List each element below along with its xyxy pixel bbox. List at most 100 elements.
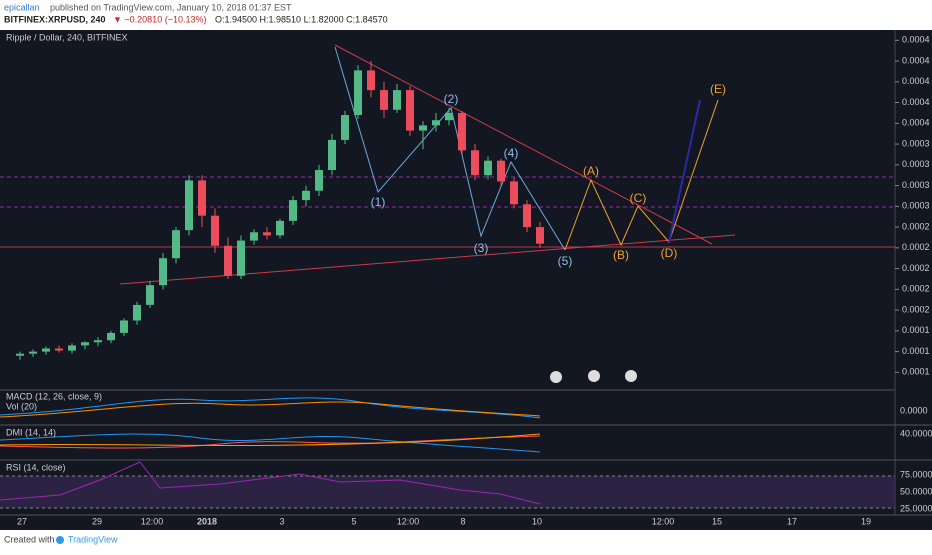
y-tick-label: 0.0003: [902, 138, 930, 148]
y-tick-label: 0.0002: [902, 304, 930, 314]
candle-body: [354, 70, 362, 116]
candle-body: [250, 232, 258, 241]
y-tick-label: 0.0002: [902, 242, 930, 252]
wave-label: (1): [371, 195, 386, 209]
macd-label: MACD (12, 26, close, 9): [6, 391, 102, 401]
candle-body: [471, 150, 479, 176]
footer-created: Created with: [4, 534, 55, 544]
rsi-tick: 75.0000: [900, 469, 932, 479]
y-tick-label: 0.0004: [902, 97, 930, 107]
candle-body: [315, 170, 323, 191]
adx-line: [0, 433, 541, 447]
candle-body: [29, 351, 37, 354]
trend-line: [334, 44, 713, 245]
wave-label: (4): [504, 146, 519, 160]
time-label: 17: [787, 516, 797, 526]
candle-body: [276, 220, 284, 236]
event-icon[interactable]: [625, 370, 637, 382]
wave-label: (5): [558, 254, 573, 268]
footer-bg: [0, 530, 932, 550]
trend-line: [119, 234, 736, 285]
candle-body: [211, 215, 219, 246]
wave-line: [334, 46, 566, 251]
author[interactable]: epicallan: [4, 2, 40, 12]
rsi-label: RSI (14, close): [6, 462, 66, 472]
candle-body: [263, 232, 271, 236]
candle-body: [224, 245, 232, 276]
rsi-tick: 50.0000: [900, 486, 932, 496]
candle-body: [120, 320, 128, 333]
vol-label: Vol (20): [6, 401, 37, 411]
wave-label: (E): [710, 82, 726, 96]
dmi-tick: 40.0000: [900, 428, 932, 438]
change: ▼ −0.20810 (−10.13%): [113, 14, 206, 24]
candle-body: [419, 125, 427, 131]
rsi-line: [0, 461, 541, 505]
candle-body: [497, 160, 505, 182]
candle-body: [289, 200, 297, 221]
ohlc: O:1.94500 H:1.98510 L:1.82000 C:1.84570: [215, 14, 388, 24]
wave-label: (D): [661, 246, 678, 260]
candle-body: [237, 240, 245, 276]
time-label: 19: [861, 516, 871, 526]
candle-body: [536, 227, 544, 244]
macd-line: [0, 397, 541, 419]
y-tick-label: 0.0004: [902, 35, 930, 45]
candle-body: [172, 230, 180, 259]
dmi-label: DMI (14, 14): [6, 427, 56, 437]
candle-body: [523, 204, 531, 228]
candle-body: [341, 115, 349, 140]
footer-brand[interactable]: TradingView: [68, 534, 118, 544]
candle-body: [302, 190, 310, 201]
time-label: 12:00: [397, 516, 420, 526]
time-label: 15: [712, 516, 722, 526]
header-bg: [0, 0, 932, 30]
chart-bg: [0, 30, 932, 530]
candle-body: [94, 340, 102, 343]
wave-label: (C): [630, 191, 647, 205]
candle-body: [367, 70, 375, 91]
candle-body: [198, 180, 206, 216]
time-label: 5: [351, 516, 356, 526]
macd-tick: 0.0000: [900, 405, 928, 415]
y-tick-label: 0.0001: [902, 325, 930, 335]
candle-body: [328, 139, 336, 171]
y-tick-label: 0.0002: [902, 284, 930, 294]
y-tick-label: 0.0002: [902, 263, 930, 273]
candle-body: [55, 348, 63, 351]
y-tick-label: 0.0004: [902, 55, 930, 65]
wave-line: [564, 99, 719, 251]
candle-body: [146, 285, 154, 305]
event-icon[interactable]: [588, 370, 600, 382]
candle-body: [406, 90, 414, 131]
y-tick-label: 0.0001: [902, 346, 930, 356]
candle-body: [42, 348, 50, 352]
candle-body: [68, 345, 76, 351]
wave-label: (B): [613, 248, 629, 262]
wave-label: (2): [444, 92, 459, 106]
projection-line: [668, 99, 701, 243]
y-tick-label: 0.0004: [902, 118, 930, 128]
candle-body: [432, 120, 440, 126]
candle-body: [445, 112, 453, 121]
candle-body: [159, 258, 167, 286]
time-label: 2018: [197, 516, 217, 526]
event-icon[interactable]: [550, 371, 562, 383]
y-tick-label: 0.0003: [902, 180, 930, 190]
y-tick-label: 0.0004: [902, 76, 930, 86]
rsi-tick: 25.0000: [900, 503, 932, 513]
candle-body: [458, 112, 466, 151]
time-label: 3: [279, 516, 284, 526]
wave-label: (3): [474, 241, 489, 255]
candle-body: [81, 342, 89, 346]
time-label: 12:00: [141, 516, 164, 526]
time-label: 8: [460, 516, 465, 526]
time-label: 10: [532, 516, 542, 526]
candle-body: [107, 332, 115, 341]
candle-body: [133, 304, 141, 321]
y-tick-label: 0.0003: [902, 201, 930, 211]
time-label: 12:00: [652, 516, 675, 526]
published: published on TradingView.com, January 10…: [50, 2, 292, 12]
y-tick-label: 0.0001: [902, 367, 930, 377]
